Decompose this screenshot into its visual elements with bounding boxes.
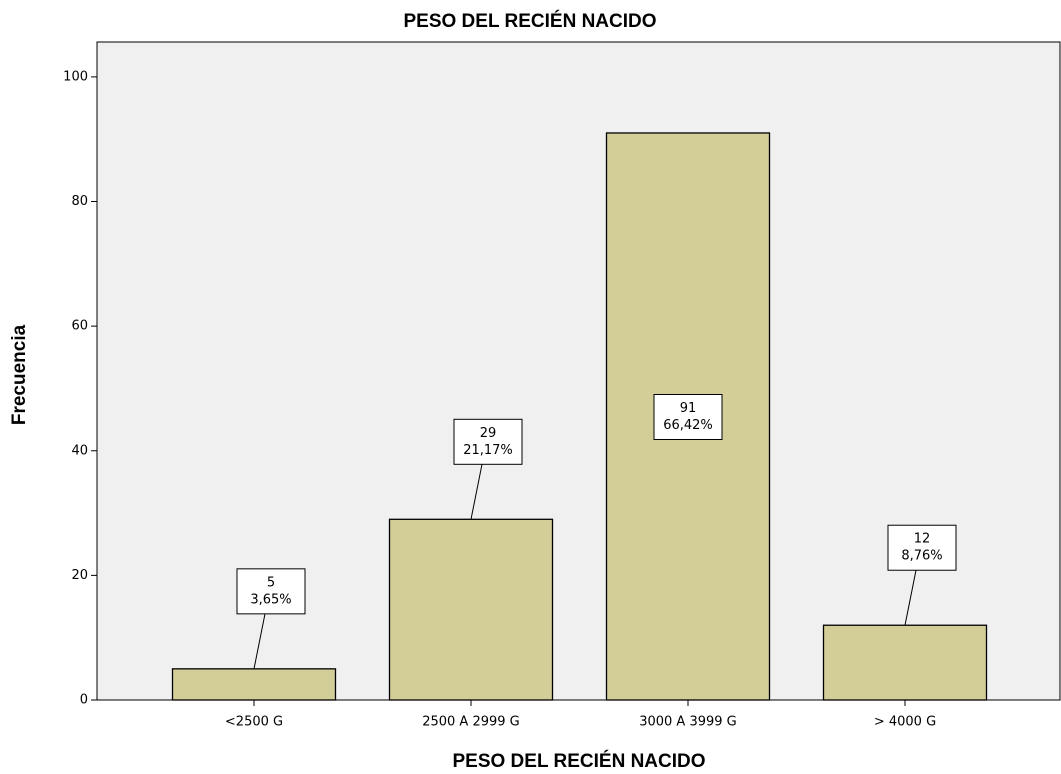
label-leader xyxy=(904,570,917,626)
y-tick-label: 100 xyxy=(63,69,88,84)
label-leader xyxy=(253,613,266,669)
value-label-box xyxy=(453,418,523,465)
x-axis-label: PESO DEL RECIÉN NACIDO xyxy=(452,750,705,772)
y-tick-label: 40 xyxy=(71,443,88,458)
x-tick-label: 2500 A 2999 G xyxy=(422,715,520,730)
percent-label: 21,17% xyxy=(463,443,513,458)
value-label: 5 xyxy=(267,575,275,590)
y-axis-label: Frecuencia xyxy=(9,324,30,425)
chart-title: PESO DEL RECIÉN NACIDO xyxy=(403,10,656,32)
percent-label: 3,65% xyxy=(250,592,291,607)
value-label-box xyxy=(653,393,723,440)
value-label: 91 xyxy=(680,401,697,416)
percent-label: 66,42% xyxy=(663,418,713,433)
bar xyxy=(171,668,337,701)
x-tick-label: 3000 A 3999 G xyxy=(639,715,737,730)
value-label-box xyxy=(887,524,957,571)
value-label-box xyxy=(236,568,306,615)
y-tick-label: 0 xyxy=(80,693,88,708)
y-tick-label: 20 xyxy=(71,568,88,583)
x-tick-label: > 4000 G xyxy=(874,715,936,730)
bar xyxy=(388,518,554,701)
value-label: 12 xyxy=(914,532,931,547)
percent-label: 8,76% xyxy=(901,549,942,564)
y-tick-label: 80 xyxy=(71,194,88,209)
value-label: 29 xyxy=(480,426,497,441)
y-tick-label: 60 xyxy=(71,319,88,334)
label-leader xyxy=(470,464,483,520)
x-tick-label: <2500 G xyxy=(225,715,283,730)
bar xyxy=(822,624,988,701)
